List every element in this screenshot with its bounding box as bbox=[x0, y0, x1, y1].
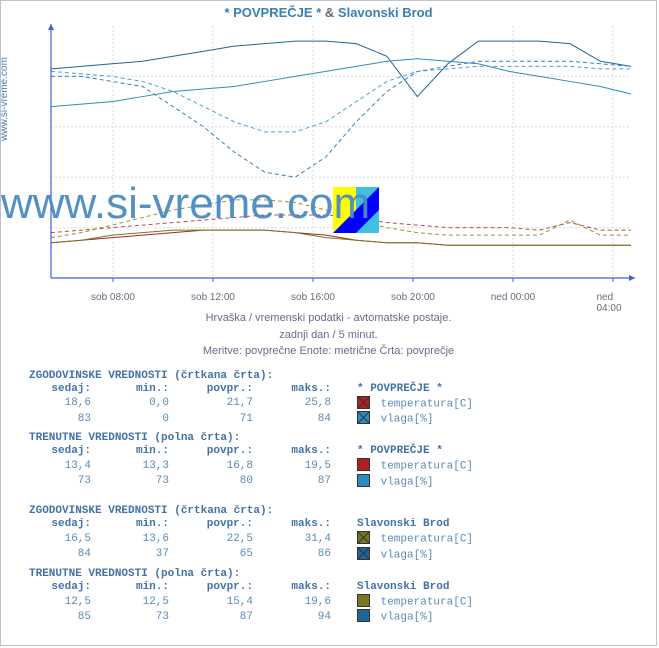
legend-swatch bbox=[357, 594, 370, 607]
x-tick-label: ned 04:00 bbox=[597, 292, 630, 314]
watermark-logo bbox=[333, 187, 379, 233]
cur-header: TRENUTNE VREDNOSTI (polna črta): bbox=[29, 432, 636, 444]
subtitle-line3: Meritve: povprečne Enote: metrične Črta:… bbox=[1, 343, 656, 360]
x-tick-label: sob 12:00 bbox=[191, 292, 235, 303]
legend-swatch bbox=[357, 411, 370, 424]
cell-maks: 84 bbox=[253, 411, 331, 426]
subtitle-line1: Hrvaška / vremenski podatki - avtomatske… bbox=[1, 310, 656, 327]
col-sedaj: sedaj: bbox=[29, 382, 91, 396]
cell-min: 37 bbox=[91, 547, 169, 562]
col-sedaj: sedaj: bbox=[29, 444, 91, 458]
section-label: * POVPREČJE * bbox=[357, 444, 537, 458]
cell-sedaj: 85 bbox=[29, 609, 91, 624]
cell-legend: temperatura[C] bbox=[357, 458, 537, 473]
cell-sedaj: 83 bbox=[29, 411, 91, 426]
col-sedaj: sedaj: bbox=[29, 517, 91, 531]
cell-sedaj: 16,5 bbox=[29, 531, 91, 546]
cell-maks: 87 bbox=[253, 474, 331, 489]
chart-area: 20406080 bbox=[43, 22, 646, 292]
x-tick-label: sob 08:00 bbox=[91, 292, 135, 303]
cell-maks: 94 bbox=[253, 609, 331, 624]
cell-povpr: 65 bbox=[169, 547, 253, 562]
cell-maks: 25,8 bbox=[253, 396, 331, 411]
cur-table: sedaj:min.:povpr.:maks.: Slavonski Brod 12… bbox=[29, 580, 537, 625]
cur-header: TRENUTNE VREDNOSTI (polna črta): bbox=[29, 568, 636, 580]
subtitle-line2: zadnji dan / 5 minut. bbox=[1, 327, 656, 344]
col-povpr: povpr.: bbox=[169, 444, 253, 458]
cell-povpr: 87 bbox=[169, 609, 253, 624]
cell-povpr: 15,4 bbox=[169, 594, 253, 609]
cell-maks: 19,6 bbox=[253, 594, 331, 609]
legend-swatch bbox=[357, 531, 370, 544]
title-povprecje: * POVPREČJE * bbox=[224, 5, 321, 20]
root-panel: * POVPREČJE * & Slavonski Brod www.si-vr… bbox=[0, 0, 657, 646]
cell-min: 12,5 bbox=[91, 594, 169, 609]
x-tick-label: sob 20:00 bbox=[391, 292, 435, 303]
col-sedaj: sedaj: bbox=[29, 580, 91, 594]
chart-subtitle: Hrvaška / vremenski podatki - avtomatske… bbox=[1, 310, 656, 360]
side-url-label: www.si-vreme.com bbox=[0, 57, 10, 141]
cell-maks: 31,4 bbox=[253, 531, 331, 546]
cell-legend: vlaga[%] bbox=[357, 474, 537, 489]
cell-legend: temperatura[C] bbox=[357, 531, 537, 546]
col-min: min.: bbox=[91, 517, 169, 531]
section-label: * POVPREČJE * bbox=[357, 382, 537, 396]
legend-swatch bbox=[357, 458, 370, 471]
cell-min: 73 bbox=[91, 474, 169, 489]
cell-min: 73 bbox=[91, 609, 169, 624]
cell-sedaj: 13,4 bbox=[29, 458, 91, 473]
x-tick-label: ned 00:00 bbox=[491, 292, 536, 303]
section-label: Slavonski Brod bbox=[357, 517, 537, 531]
col-maks: maks.: bbox=[253, 517, 331, 531]
cell-legend: temperatura[C] bbox=[357, 396, 537, 411]
chart-title: * POVPREČJE * & Slavonski Brod bbox=[1, 1, 656, 22]
col-min: min.: bbox=[91, 382, 169, 396]
cell-sedaj: 73 bbox=[29, 474, 91, 489]
cell-sedaj: 12,5 bbox=[29, 594, 91, 609]
col-povpr: povpr.: bbox=[169, 517, 253, 531]
section-label: Slavonski Brod bbox=[357, 580, 537, 594]
col-min: min.: bbox=[91, 580, 169, 594]
cell-povpr: 21,7 bbox=[169, 396, 253, 411]
hist-table: sedaj:min.:povpr.:maks.: * POVPREČJE * 18,… bbox=[29, 382, 537, 427]
col-maks: maks.: bbox=[253, 382, 331, 396]
cell-legend: vlaga[%] bbox=[357, 411, 537, 426]
cell-legend: vlaga[%] bbox=[357, 609, 537, 624]
col-povpr: povpr.: bbox=[169, 580, 253, 594]
cur-table: sedaj:min.:povpr.:maks.: * POVPREČJE * 13,… bbox=[29, 444, 537, 489]
col-min: min.: bbox=[91, 444, 169, 458]
col-maks: maks.: bbox=[253, 580, 331, 594]
cell-maks: 86 bbox=[253, 547, 331, 562]
legend-swatch bbox=[357, 609, 370, 622]
cell-min: 13,6 bbox=[91, 531, 169, 546]
legend-swatch bbox=[357, 474, 370, 487]
title-slavonski: Slavonski Brod bbox=[338, 5, 433, 20]
col-maks: maks.: bbox=[253, 444, 331, 458]
cell-legend: vlaga[%] bbox=[357, 547, 537, 562]
x-tick-label: sob 16:00 bbox=[291, 292, 335, 303]
cell-povpr: 16,8 bbox=[169, 458, 253, 473]
hist-header: ZGODOVINSKE VREDNOSTI (črtkana črta): bbox=[29, 505, 636, 517]
cell-sedaj: 18,6 bbox=[29, 396, 91, 411]
cell-povpr: 22,5 bbox=[169, 531, 253, 546]
col-povpr: povpr.: bbox=[169, 382, 253, 396]
legend-swatch bbox=[357, 396, 370, 409]
hist-header: ZGODOVINSKE VREDNOSTI (črtkana črta): bbox=[29, 370, 636, 382]
data-tables: ZGODOVINSKE VREDNOSTI (črtkana črta):sed… bbox=[29, 370, 636, 625]
cell-legend: temperatura[C] bbox=[357, 594, 537, 609]
cell-min: 0 bbox=[91, 411, 169, 426]
chart-svg: 20406080 bbox=[43, 22, 641, 292]
legend-swatch bbox=[357, 547, 370, 560]
cell-povpr: 71 bbox=[169, 411, 253, 426]
cell-min: 13,3 bbox=[91, 458, 169, 473]
cell-sedaj: 84 bbox=[29, 547, 91, 562]
title-amp: & bbox=[325, 5, 334, 20]
cell-maks: 19,5 bbox=[253, 458, 331, 473]
cell-povpr: 80 bbox=[169, 474, 253, 489]
hist-table: sedaj:min.:povpr.:maks.: Slavonski Brod 16… bbox=[29, 517, 537, 562]
cell-min: 0,0 bbox=[91, 396, 169, 411]
x-axis-labels: sob 08:00 sob 12:00 sob 16:00 sob 20:00 ned … bbox=[43, 292, 646, 306]
